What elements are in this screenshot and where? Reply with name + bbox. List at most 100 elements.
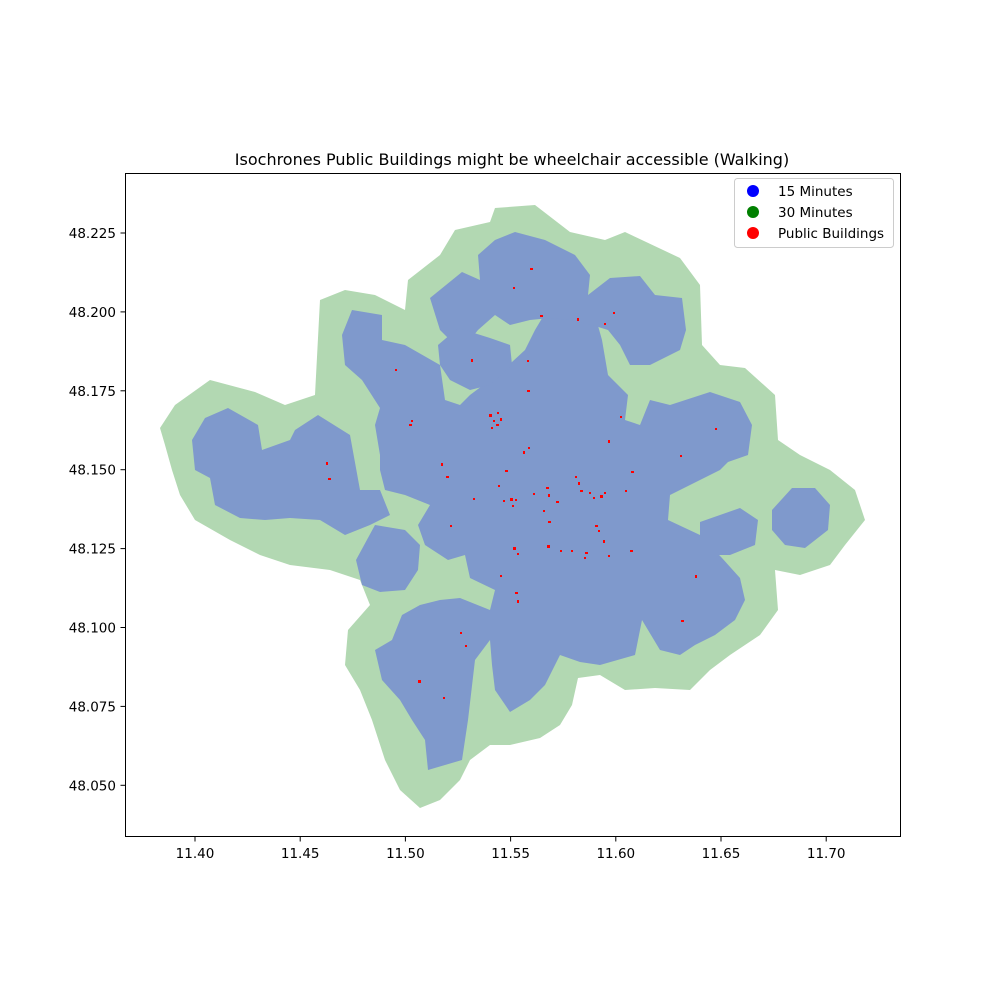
- public-building-mark: [460, 632, 462, 634]
- legend-marker: [747, 185, 759, 197]
- y-tick-label: 48.100: [69, 621, 116, 637]
- public-building-mark: [585, 552, 588, 554]
- public-building-mark: [513, 287, 515, 289]
- map-layers: [160, 205, 865, 808]
- y-tick-label: 48.225: [69, 226, 116, 242]
- x-tick-label: 11.60: [596, 846, 635, 862]
- public-building-mark: [608, 440, 610, 443]
- public-building-mark: [513, 547, 516, 550]
- plot-frame: [125, 173, 901, 837]
- public-building-mark: [411, 420, 413, 422]
- public-building-mark: [446, 476, 449, 478]
- isochrone-15-north: [430, 232, 686, 365]
- public-building-mark: [589, 492, 591, 494]
- public-building-mark: [548, 521, 551, 523]
- public-building-mark: [489, 414, 492, 417]
- isochrone-15-layer: [192, 232, 830, 770]
- public-building-mark: [500, 418, 502, 421]
- public-building-mark: [441, 463, 443, 466]
- public-building-mark: [571, 550, 573, 552]
- public-building-mark: [443, 697, 445, 699]
- public-building-mark: [418, 680, 421, 683]
- public-building-mark: [395, 369, 397, 371]
- public-building-mark: [497, 412, 499, 414]
- legend-label: Public Buildings: [778, 226, 884, 242]
- public-building-mark: [580, 490, 583, 492]
- public-building-mark: [326, 462, 328, 465]
- public-building-mark: [515, 499, 517, 501]
- x-axis: 11.40 11.45 11.50 11.55 11.60 11.65 11.70: [176, 836, 846, 862]
- isochrone-15-far-east: [772, 488, 830, 548]
- x-tick-label: 11.40: [176, 846, 215, 862]
- public-building-mark: [593, 497, 595, 499]
- legend-box: [734, 178, 894, 248]
- public-building-mark: [510, 498, 513, 501]
- isochrone-15-northwest: [342, 300, 752, 770]
- public-building-mark: [630, 550, 633, 552]
- x-tick-label: 11.70: [807, 846, 846, 862]
- public-building-mark: [620, 416, 622, 418]
- public-building-mark: [328, 478, 331, 480]
- public-building-mark: [598, 530, 600, 532]
- public-building-mark: [560, 550, 562, 552]
- isochrone-15-west: [192, 408, 390, 535]
- public-building-mark: [530, 268, 533, 270]
- y-tick-label: 48.075: [69, 699, 116, 715]
- public-building-mark: [473, 498, 475, 500]
- public-building-mark: [548, 494, 550, 497]
- public-building-mark: [512, 505, 514, 507]
- y-tick-label: 48.150: [69, 463, 116, 479]
- public-building-mark: [546, 487, 549, 489]
- legend-marker: [747, 227, 759, 239]
- public-building-mark: [498, 485, 500, 487]
- public-building-mark: [600, 495, 603, 498]
- public-building-mark: [465, 645, 467, 647]
- y-tick-label: 48.200: [69, 305, 116, 321]
- public-building-mark: [680, 455, 682, 457]
- public-building-mark: [603, 540, 605, 543]
- public-building-mark: [584, 557, 586, 559]
- public-building-mark: [471, 359, 473, 362]
- public-building-mark: [543, 510, 545, 512]
- x-tick-label: 11.65: [702, 846, 741, 862]
- isochrone-15-east: [700, 508, 758, 555]
- public-building-mark: [575, 476, 577, 478]
- public-building-mark: [604, 323, 606, 325]
- x-tick-label: 11.45: [281, 846, 320, 862]
- legend-label: 15 Minutes: [778, 184, 853, 200]
- public-building-mark: [503, 500, 505, 502]
- public-building-mark: [528, 447, 530, 449]
- public-building-mark: [527, 360, 529, 362]
- isochrone-15-north-lobe: [438, 328, 512, 390]
- isochrone-15-south-west-lobe: [356, 525, 420, 592]
- public-building-mark: [577, 318, 579, 321]
- public-building-mark: [608, 555, 610, 557]
- public-building-mark: [533, 493, 535, 495]
- public-building-mark: [715, 428, 717, 430]
- y-tick-label: 48.175: [69, 384, 116, 400]
- legend: 15 Minutes 30 Minutes Public Buildings: [734, 178, 894, 248]
- public-building-mark: [613, 312, 615, 314]
- public-building-mark: [505, 470, 508, 472]
- public-building-mark: [578, 482, 580, 485]
- legend-label: 30 Minutes: [778, 205, 853, 221]
- public-building-mark: [500, 575, 502, 577]
- public-building-mark: [625, 490, 627, 492]
- public-building-mark: [517, 553, 519, 555]
- x-tick-label: 11.55: [491, 846, 530, 862]
- public-building-mark: [491, 427, 493, 429]
- y-tick-label: 48.125: [69, 542, 116, 558]
- public-building-mark: [595, 525, 598, 527]
- public-building-mark: [547, 545, 550, 548]
- x-tick-label: 11.50: [386, 846, 425, 862]
- public-building-mark: [523, 451, 525, 454]
- y-tick-label: 48.050: [69, 778, 116, 794]
- public-building-mark: [631, 471, 634, 473]
- public-building-mark: [450, 525, 452, 527]
- public-building-mark: [527, 390, 530, 392]
- public-building-mark: [681, 620, 684, 622]
- public-building-mark: [496, 424, 499, 426]
- public-building-mark: [695, 575, 697, 578]
- map-title: Isochrones Public Buildings might be whe…: [235, 150, 789, 169]
